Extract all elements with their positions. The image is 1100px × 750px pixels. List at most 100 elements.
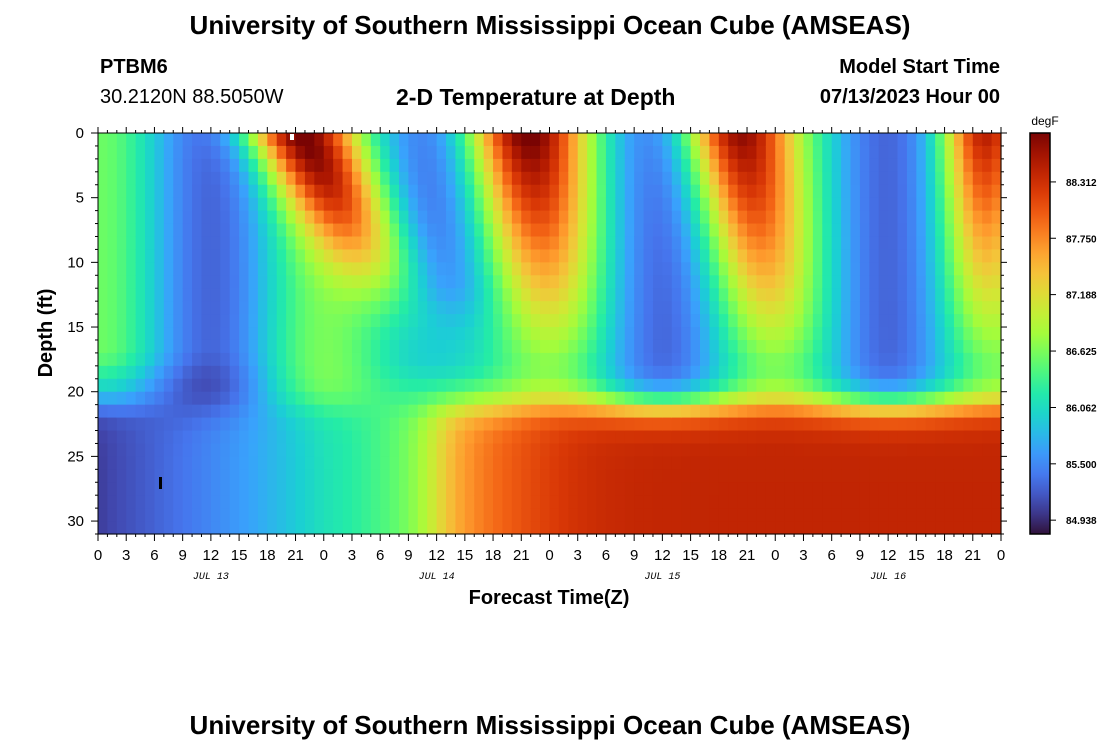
heatmap-cell [935, 133, 946, 147]
heatmap-cell [286, 339, 297, 354]
heatmap-cell [98, 404, 109, 419]
heatmap-cell [323, 443, 334, 457]
heatmap-cell [276, 249, 287, 263]
heatmap-cell [239, 352, 250, 367]
heatmap-cell [577, 184, 588, 199]
heatmap-cell [822, 288, 833, 302]
heatmap-cell [483, 158, 494, 173]
heatmap-cell [154, 275, 165, 289]
heatmap-cell [455, 158, 466, 173]
heatmap-cell [257, 495, 268, 509]
x-tick-label: 9 [404, 547, 412, 564]
heatmap-cell [850, 430, 861, 445]
heatmap-cell [953, 521, 964, 535]
heatmap-cell [794, 301, 805, 315]
heatmap-cell [652, 456, 663, 470]
heatmap-cell [577, 145, 588, 160]
heatmap-cell [493, 443, 504, 457]
heatmap-cell [361, 378, 372, 393]
heatmap-cell [135, 456, 146, 470]
heatmap-cell [897, 236, 908, 251]
heatmap-cell [662, 158, 673, 173]
heatmap-cell [747, 443, 758, 457]
heatmap-cell [436, 171, 447, 186]
heatmap-cell [831, 352, 842, 367]
heatmap-cell [464, 210, 475, 225]
heatmap-cell [436, 223, 447, 238]
heatmap-cell [107, 184, 118, 199]
heatmap-cell [794, 391, 805, 406]
heatmap-cell [737, 430, 748, 445]
heatmap-cell [380, 430, 391, 445]
heatmap-cell [436, 262, 447, 276]
heatmap-cell [831, 314, 842, 328]
heatmap-cell [116, 301, 127, 315]
heatmap-cell [897, 314, 908, 328]
heatmap-cell [436, 352, 447, 367]
heatmap-cell [596, 339, 607, 354]
heatmap-cell [643, 430, 654, 445]
heatmap-cell [878, 249, 889, 263]
heatmap-cell [192, 469, 203, 483]
heatmap-cell [220, 184, 231, 199]
heatmap-cell [154, 145, 165, 160]
heatmap-cell [718, 301, 729, 315]
heatmap-cell [361, 495, 372, 509]
heatmap-cell [963, 378, 974, 393]
heatmap-cell [380, 301, 391, 315]
heatmap-cell [361, 184, 372, 199]
heatmap-cell [690, 197, 701, 212]
heatmap-cell [615, 391, 626, 406]
heatmap-cell [935, 469, 946, 483]
heatmap-cell [154, 378, 165, 393]
heatmap-cell [737, 352, 748, 367]
heatmap-cell [935, 171, 946, 186]
heatmap-cell [163, 171, 174, 186]
heatmap-cell [446, 275, 457, 289]
heatmap-cell [257, 210, 268, 225]
heatmap-cell [850, 482, 861, 496]
heatmap-cell [812, 145, 823, 160]
heatmap-cell [718, 495, 729, 509]
heatmap-cell [841, 352, 852, 367]
heatmap-cell [154, 482, 165, 496]
heatmap-cell [351, 249, 362, 263]
heatmap-cell [276, 327, 287, 341]
heatmap-cell [925, 223, 936, 238]
heatmap-cell [333, 482, 344, 496]
heatmap-cell [361, 210, 372, 225]
heatmap-cell [389, 378, 400, 393]
heatmap-cell [455, 482, 466, 496]
heatmap-cell [239, 417, 250, 432]
heatmap-cell [257, 443, 268, 457]
heatmap-cell [493, 236, 504, 251]
heatmap-cell [906, 521, 917, 535]
heatmap-cell [361, 391, 372, 406]
heatmap-cell [963, 301, 974, 315]
heatmap-cell [652, 482, 663, 496]
heatmap-cell [182, 469, 193, 483]
heatmap-cell [869, 404, 880, 419]
heatmap-cell [831, 133, 842, 147]
heatmap-cell [474, 210, 485, 225]
heatmap-cell [700, 184, 711, 199]
heatmap-cell [982, 210, 993, 225]
heatmap-cell [803, 365, 814, 380]
heatmap-cell [493, 352, 504, 367]
heatmap-cell [953, 430, 964, 445]
heatmap-cell [276, 236, 287, 251]
heatmap-cell [972, 495, 983, 509]
heatmap-cell [831, 197, 842, 212]
heatmap-cell [107, 495, 118, 509]
heatmap-cell [342, 223, 353, 238]
heatmap-cell [192, 352, 203, 367]
heatmap-cell [464, 236, 475, 251]
heatmap-cell [182, 171, 193, 186]
heatmap-cell [530, 249, 541, 263]
heatmap-cell [756, 236, 767, 251]
heatmap-cell [370, 365, 381, 380]
heatmap-cell [483, 404, 494, 419]
heatmap-cell [718, 262, 729, 276]
heatmap-cell [615, 249, 626, 263]
heatmap-cell [107, 417, 118, 432]
